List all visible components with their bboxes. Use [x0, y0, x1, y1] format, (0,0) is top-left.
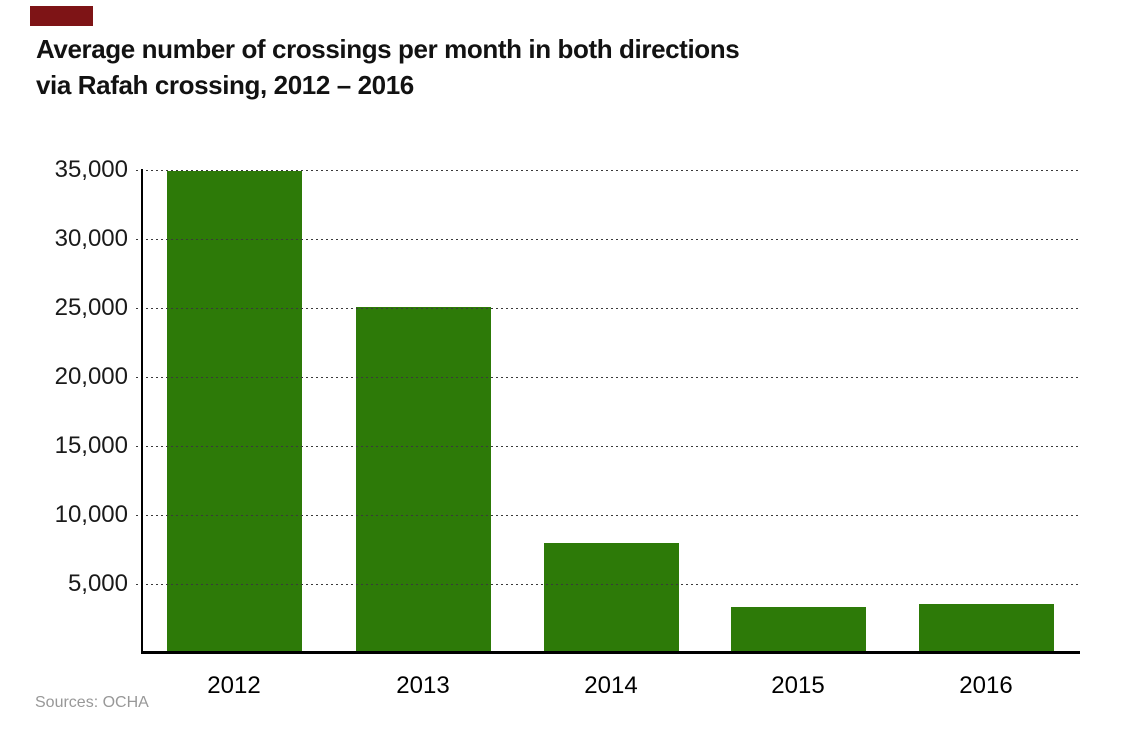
bar-2016 [919, 604, 1054, 653]
x-axis-tick-label: 2014 [584, 672, 638, 699]
y-axis-line [141, 169, 143, 654]
x-axis-tick-label: 2016 [959, 672, 1013, 699]
gridline-30,000 [136, 239, 1080, 240]
gridline-20,000 [136, 377, 1080, 378]
x-axis-tick-label: 2012 [207, 672, 261, 699]
bar-2012 [167, 171, 302, 653]
y-axis-tick-label: 20,000 [54, 363, 128, 390]
y-axis-tick-label: 30,000 [54, 225, 128, 252]
gridline-35,000 [136, 170, 1080, 171]
x-axis-tick-label: 2015 [771, 672, 825, 699]
chart-title-line2: via Rafah crossing, 2012 – 2016 [36, 70, 414, 100]
y-axis-tick-label: 15,000 [54, 432, 128, 459]
gridline-10,000 [136, 515, 1080, 516]
chart-title: Average number of crossings per month in… [36, 31, 936, 103]
chart-title-line1: Average number of crossings per month in… [36, 34, 740, 64]
gridline-15,000 [136, 446, 1080, 447]
gridline-5,000 [136, 584, 1080, 585]
gridline-25,000 [136, 308, 1080, 309]
brand-mark [30, 6, 93, 26]
bar-2014 [544, 543, 679, 653]
y-axis-tick-label: 10,000 [54, 501, 128, 528]
y-axis-tick-label: 25,000 [54, 294, 128, 321]
x-axis-tick-label: 2013 [396, 672, 450, 699]
x-axis-line [141, 651, 1080, 654]
bar-2013 [356, 307, 491, 653]
bar-2015 [731, 607, 866, 653]
y-axis-tick-label: 5,000 [67, 570, 128, 597]
source-note: Sources: OCHA [35, 694, 149, 711]
y-axis-tick-label: 35,000 [54, 156, 128, 183]
